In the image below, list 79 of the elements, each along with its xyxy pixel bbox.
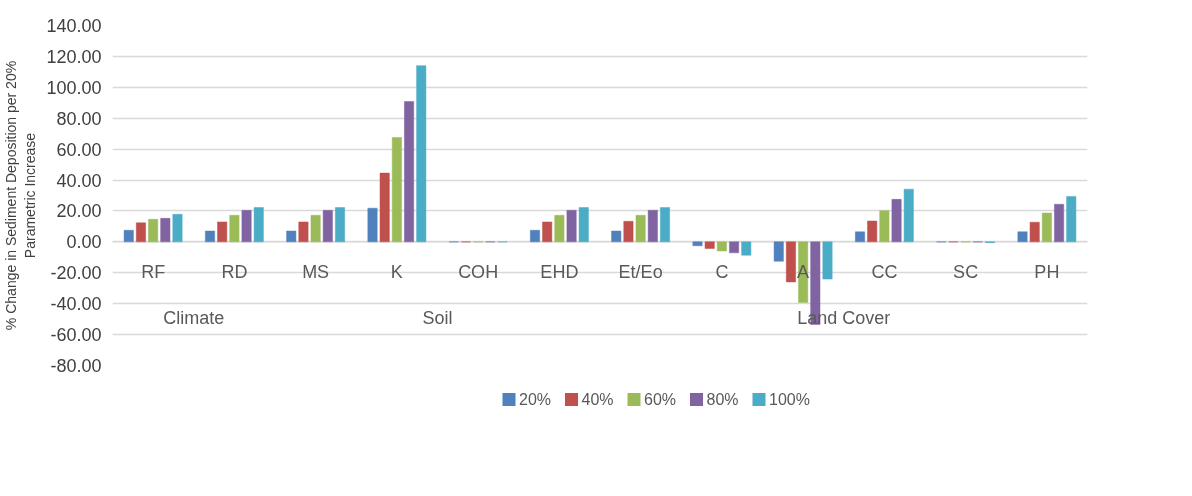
bar — [729, 241, 739, 254]
bar — [241, 210, 252, 243]
x-tick-label: SC — [953, 261, 979, 282]
bar — [855, 231, 865, 243]
bar — [298, 221, 309, 243]
bar — [660, 207, 670, 243]
y-tick-label: 40.00 — [56, 170, 102, 191]
y-tick-label: -60.00 — [50, 325, 102, 346]
bar — [578, 207, 589, 243]
x-tick-label: CC — [871, 261, 898, 282]
x-tick-label: EHD — [540, 261, 579, 282]
y-axis-title: % Change in Sediment Deposition per 20% Parametric Increase — [3, 60, 39, 331]
y-tick-label: -20.00 — [50, 263, 102, 284]
x-tick-label: RD — [221, 261, 248, 282]
x-tick-label: RF — [141, 261, 166, 282]
bar — [148, 219, 159, 243]
bar — [367, 207, 378, 243]
y-tick-label: -40.00 — [50, 294, 102, 315]
bar — [704, 241, 715, 249]
bar — [822, 241, 833, 280]
bar — [1066, 196, 1077, 243]
bar — [322, 210, 333, 243]
bar — [310, 215, 321, 243]
bar — [786, 241, 796, 283]
bar — [205, 230, 215, 243]
bar — [217, 221, 228, 243]
legend-label: 80% — [706, 391, 739, 408]
x-tick-label: PH — [1034, 261, 1060, 282]
bar — [335, 207, 345, 243]
bar — [391, 137, 402, 243]
bar — [903, 188, 914, 243]
bar — [773, 241, 784, 262]
y-tick-label: 100.00 — [46, 77, 102, 98]
bar — [716, 241, 727, 252]
legend-label: 40% — [581, 391, 614, 408]
bar — [554, 215, 565, 243]
bar — [647, 210, 658, 243]
bar — [867, 220, 878, 243]
legend-label: 100% — [769, 391, 810, 408]
bar — [136, 222, 146, 243]
bar — [379, 172, 390, 243]
bar — [741, 241, 752, 256]
x-tick-label: K — [390, 261, 403, 282]
bar — [404, 101, 414, 243]
y-tick-label: -80.00 — [50, 356, 102, 376]
y-tick-label: 140.00 — [46, 16, 102, 36]
bar — [123, 230, 134, 243]
y-tick-label: 0.00 — [66, 232, 102, 253]
bar — [879, 210, 890, 243]
y-tick-label: 20.00 — [56, 201, 102, 222]
y-tick-label: 120.00 — [46, 46, 102, 67]
bar — [160, 218, 171, 243]
bar — [566, 210, 577, 243]
bar — [1054, 204, 1064, 243]
bar — [172, 214, 183, 243]
x-tick-label: C — [715, 261, 729, 282]
bar — [542, 221, 553, 243]
y-tick-label: 60.00 — [56, 139, 102, 160]
bar — [416, 65, 427, 243]
annotation: Soil — [422, 307, 453, 328]
bar — [1041, 212, 1052, 243]
bar — [530, 230, 540, 243]
x-tick-label: COH — [458, 261, 499, 282]
x-tick-label: MS — [302, 261, 330, 282]
bar — [623, 221, 634, 243]
bar — [229, 215, 240, 243]
bar — [1017, 231, 1028, 243]
bar — [692, 241, 703, 246]
bar — [611, 230, 622, 243]
legend-label: 20% — [519, 391, 552, 408]
bar — [253, 207, 264, 243]
annotation: Climate — [163, 307, 225, 328]
bar — [1029, 221, 1040, 243]
y-tick-label: 80.00 — [56, 108, 102, 129]
x-tick-label: Et/Eo — [618, 261, 663, 282]
bar — [286, 230, 297, 243]
legend-label: 60% — [644, 391, 677, 408]
bar — [891, 199, 902, 243]
bar — [635, 215, 646, 243]
